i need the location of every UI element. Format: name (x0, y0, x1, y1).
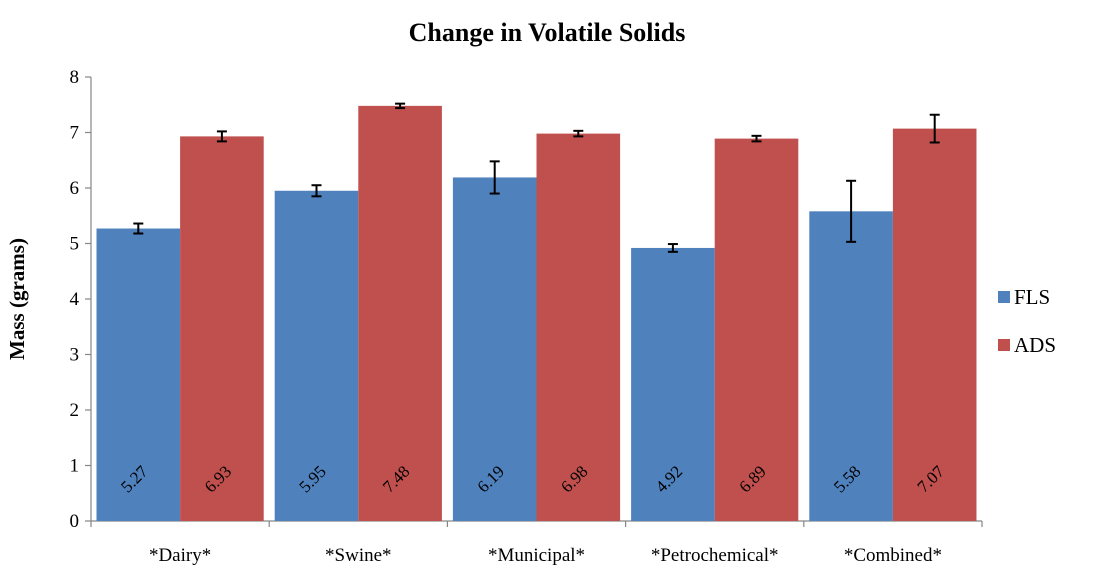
error-bar (929, 113, 940, 144)
x-category-label: *Combined* (844, 545, 942, 566)
bar-ads-0 (180, 136, 264, 521)
bar-fls-1 (274, 190, 359, 521)
legend: FLS ADS (998, 285, 1056, 357)
bar-fls-0 (96, 228, 181, 521)
error-bars (133, 102, 940, 253)
x-category-label: *Municipal* (488, 545, 585, 566)
bars (96, 105, 977, 522)
error-bar (395, 102, 406, 110)
legend-label-fls: FLS (1014, 285, 1050, 309)
error-bar (133, 222, 144, 235)
bar-ads-2 (536, 133, 621, 522)
x-category-label: *Swine* (325, 545, 392, 566)
y-tick-label: 3 (70, 345, 80, 366)
y-axis-label: Mass (grams) (5, 238, 29, 360)
legend-swatch-fls (998, 291, 1010, 303)
error-bar (846, 179, 857, 243)
bar-fls-3 (631, 247, 715, 521)
axes: 0 1 2 3 4 5 6 7 8 *Dairy* *Swine* *Municipal* *Petro… (70, 67, 983, 566)
y-tick-label: 5 (70, 234, 80, 255)
bar-fls-2 (452, 177, 537, 521)
error-bar (573, 129, 584, 138)
error-bar (216, 130, 227, 143)
bar-ads-1 (358, 105, 442, 522)
legend-label-ads: ADS (1014, 333, 1056, 357)
x-category-label: *Dairy* (149, 545, 211, 566)
y-tick-label: 7 (70, 123, 80, 144)
y-tick-label: 2 (70, 400, 80, 421)
x-category-label: *Petrochemical* (651, 545, 779, 566)
y-tick-label: 4 (70, 289, 80, 310)
error-bar (667, 243, 678, 253)
bar-ads-3 (714, 138, 799, 522)
y-tick-label: 8 (70, 67, 80, 88)
bar-fls-4 (809, 211, 893, 521)
y-tick-label: 6 (70, 178, 80, 199)
y-tick-label: 1 (70, 456, 80, 477)
bar-ads-4 (892, 128, 977, 522)
error-bar (311, 184, 322, 198)
legend-swatch-ads (998, 339, 1010, 351)
y-tick-label: 0 (70, 511, 80, 532)
error-bar (751, 134, 762, 143)
error-bar (489, 160, 500, 195)
chart-title: Change in Volatile Solids (409, 18, 686, 47)
